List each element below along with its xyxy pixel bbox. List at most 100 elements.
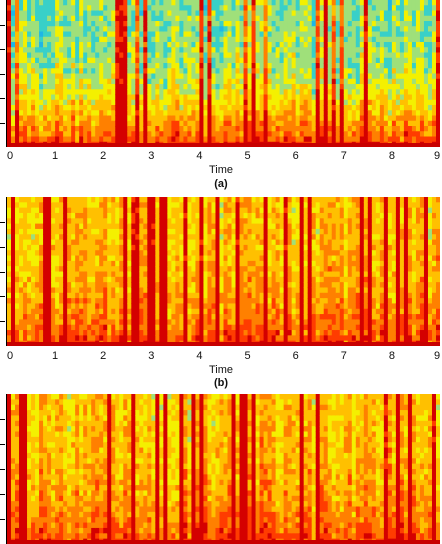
heatmap-cell xyxy=(243,292,249,299)
heatmap-cell xyxy=(127,303,132,310)
heatmap-cell xyxy=(131,68,136,75)
heatmap-cell xyxy=(187,239,193,246)
heatmap-cell xyxy=(359,10,365,17)
heatmap-cell xyxy=(87,126,92,132)
heatmap-cell xyxy=(63,52,68,59)
heatmap-cell xyxy=(143,5,148,12)
heatmap-cell xyxy=(355,99,361,106)
heatmap-cell xyxy=(27,202,32,209)
heatmap-cell xyxy=(211,287,217,294)
heatmap-cell xyxy=(223,105,229,111)
heatmap-cell xyxy=(23,36,28,43)
heatmap-cell xyxy=(207,282,213,289)
heatmap-cell xyxy=(435,52,440,59)
heatmap-cell xyxy=(143,136,148,143)
heatmap-cell xyxy=(191,298,197,305)
heatmap-cell xyxy=(187,250,193,257)
heatmap-cell xyxy=(347,0,353,6)
heatmap-cell xyxy=(15,89,20,96)
heatmap-cell xyxy=(195,47,201,54)
heatmap-cell xyxy=(67,36,72,43)
heatmap-cell xyxy=(195,131,201,138)
heatmap-cell xyxy=(239,202,245,209)
heatmap-cell xyxy=(119,68,124,75)
heatmap-cell xyxy=(119,84,124,90)
heatmap-cell xyxy=(367,31,373,38)
heatmap-cell xyxy=(167,94,172,101)
heatmap-cell xyxy=(27,10,32,17)
heatmap-cell xyxy=(171,21,176,27)
heatmap-cell xyxy=(415,84,421,90)
heatmap-cell xyxy=(247,36,253,43)
heatmap-cell xyxy=(139,276,144,283)
heatmap-cell xyxy=(179,126,185,132)
heatmap-cell xyxy=(75,42,80,48)
heatmap-cell xyxy=(35,10,40,17)
heatmap-cell xyxy=(111,52,116,59)
heatmap-cell xyxy=(303,136,309,143)
heatmap-cell xyxy=(283,308,289,315)
heatmap-cell xyxy=(71,207,76,214)
heatmap-cell xyxy=(123,5,128,12)
heatmap-cell xyxy=(247,31,253,38)
heatmap-cell xyxy=(111,260,116,267)
heatmap-cell xyxy=(267,99,273,106)
heatmap-cell xyxy=(75,89,80,96)
heatmap-cell xyxy=(87,52,92,59)
heatmap-cell xyxy=(23,21,28,27)
heatmap-cell xyxy=(315,68,321,75)
heatmap-cell xyxy=(427,15,433,22)
heatmap-cell xyxy=(127,105,132,111)
heatmap-cell xyxy=(275,319,281,326)
heatmap-cell xyxy=(67,276,72,283)
heatmap-cell xyxy=(59,42,64,48)
heatmap-cell xyxy=(203,99,209,106)
heatmap-cell xyxy=(135,131,140,138)
heatmap-cell xyxy=(311,47,317,54)
heatmap-cell xyxy=(311,10,317,17)
heatmap-cell xyxy=(19,26,24,33)
heatmap-cell xyxy=(251,308,257,315)
heatmap-cell xyxy=(367,110,373,117)
heatmap-cell xyxy=(55,99,60,106)
heatmap-cell xyxy=(367,131,373,138)
heatmap-cell xyxy=(351,120,357,127)
heatmap-cell xyxy=(215,271,221,278)
heatmap-cell xyxy=(111,271,116,278)
heatmap-cell xyxy=(147,0,152,6)
heatmap-cell xyxy=(23,298,28,305)
heatmap-cell xyxy=(159,136,164,143)
heatmap-cell xyxy=(203,15,209,22)
heatmap-cell xyxy=(131,218,136,225)
heatmap-cell xyxy=(335,78,341,85)
heatmap-cell xyxy=(163,298,168,305)
heatmap-cell xyxy=(399,68,405,75)
heatmap-cell xyxy=(179,78,185,85)
heatmap-cell xyxy=(63,47,68,54)
heatmap-cell xyxy=(335,131,341,138)
heatmap-cell xyxy=(283,26,289,33)
heatmap-cell xyxy=(391,126,397,132)
heatmap-cell xyxy=(271,31,277,38)
heatmap-cell xyxy=(143,319,148,326)
heatmap-cell xyxy=(195,136,201,143)
heatmap-cell xyxy=(19,36,24,43)
heatmap-cell xyxy=(287,68,293,75)
heatmap-cell xyxy=(263,105,269,111)
heatmap-cell xyxy=(79,314,84,320)
heatmap-cell xyxy=(215,36,221,43)
heatmap-cell xyxy=(27,298,32,305)
heatmap-cell xyxy=(31,52,36,59)
heatmap-cell xyxy=(195,287,201,294)
heatmap-cell xyxy=(59,218,64,225)
heatmap-cell xyxy=(111,287,116,294)
heatmap-cell xyxy=(175,110,180,117)
heatmap-cell xyxy=(95,287,100,294)
heatmap-cell xyxy=(203,292,209,299)
heatmap-cell xyxy=(215,324,221,331)
heatmap-cell xyxy=(263,89,269,96)
heatmap-cell xyxy=(387,42,393,48)
heatmap-cell xyxy=(351,63,357,69)
heatmap-cell xyxy=(375,94,381,101)
heatmap-cell xyxy=(127,136,132,143)
